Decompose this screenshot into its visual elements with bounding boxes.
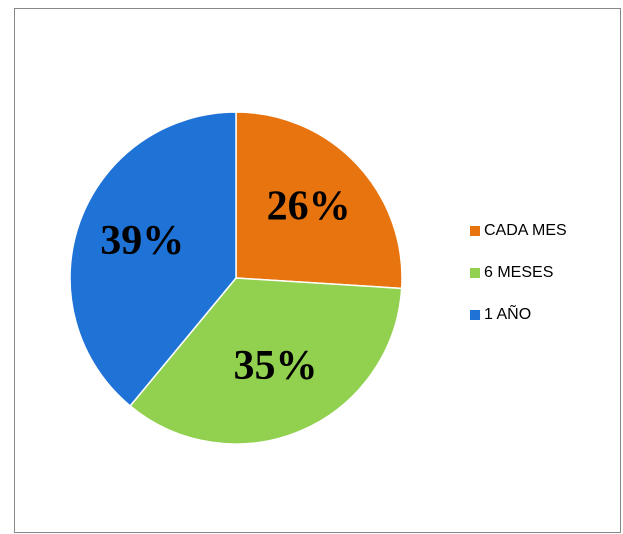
data-label: 39% (100, 218, 184, 264)
pie-slice (129, 277, 403, 445)
legend-label: 1 AÑO (484, 303, 531, 323)
pie-slice (235, 111, 403, 290)
legend-swatch (470, 310, 480, 320)
data-label: 35% (234, 343, 318, 389)
legend-label: 6 MESES (484, 264, 553, 281)
legend-label: CADA MES (484, 222, 567, 239)
data-label: 26% (267, 183, 351, 229)
legend-swatch (470, 226, 480, 236)
pie-slice (69, 111, 237, 407)
legend-swatch (470, 268, 480, 278)
